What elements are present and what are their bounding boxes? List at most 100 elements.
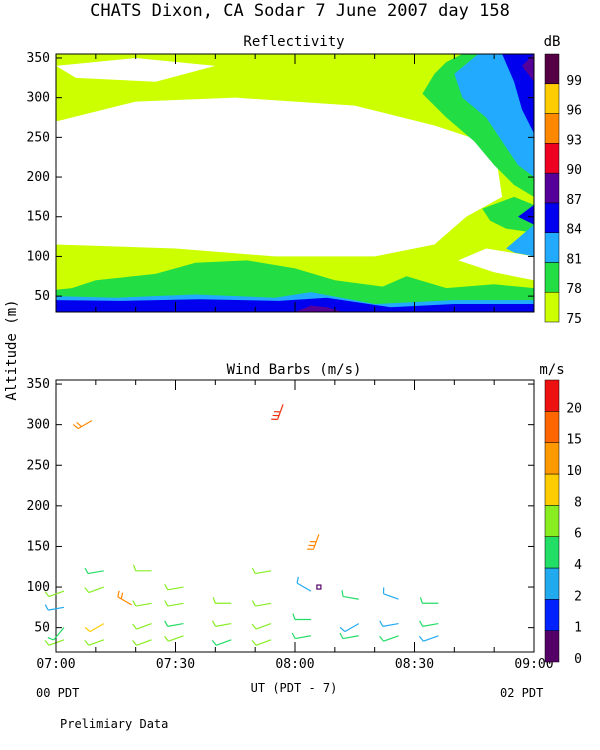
wind-colorbar: 0 1 2 4 6 8 10 15 20 (544, 379, 582, 667)
colorbar-swatch (544, 113, 560, 144)
figure-title: CHATS Dixon, CA Sodar 7 June 2007 day 15… (90, 1, 510, 21)
wind-frame (55, 379, 535, 653)
reflectivity-gap-region (56, 97, 503, 257)
y-tick-label: 150 (27, 210, 50, 225)
y-tick-label: 350 (27, 51, 50, 66)
reflectivity-y-ticks: 50 100 150 200 250 300 350 (27, 51, 534, 304)
colorbar-tick-label: 93 (566, 133, 582, 148)
y-tick-label: 300 (27, 91, 50, 106)
reflectivity-title: Reflectivity (243, 34, 344, 50)
wind-barb (271, 404, 284, 420)
reflectivity-level-78 (482, 196, 534, 233)
wind-barb (382, 587, 399, 600)
wind-barb (419, 597, 439, 604)
wind-barb (84, 623, 105, 633)
wind-x-ticks: 07:00 07:30 08:00 08:30 09:00 (36, 380, 554, 672)
wind-barb (296, 576, 312, 592)
colorbar-swatch (544, 83, 560, 114)
wind-barb (84, 639, 105, 646)
y-tick-label: 250 (27, 130, 50, 145)
y-tick-label: 300 (27, 418, 50, 433)
wind-barb (132, 639, 152, 646)
wind-barb (164, 583, 184, 591)
wind-barb (47, 627, 65, 641)
colorbar-swatch (544, 505, 560, 537)
wind-barb (164, 620, 184, 627)
wind-barb (211, 639, 232, 646)
wind-barb (379, 635, 399, 642)
reflectivity-x-ticks (55, 54, 535, 312)
colorbar-tick-label: 10 (566, 464, 582, 479)
footnote: Prelimiary Data (60, 717, 168, 731)
wind-barb (339, 623, 360, 633)
wind-barb (307, 534, 320, 550)
wind-barb (291, 632, 312, 640)
colorbar-tick-label: 15 (566, 433, 582, 448)
wind-colorbar-label: m/s (539, 362, 564, 378)
y-tick-label: 250 (27, 458, 50, 473)
y-tick-label: 150 (27, 539, 50, 554)
colorbar-swatch (544, 143, 560, 174)
y-tick-label: 350 (27, 377, 50, 392)
wind-barb (44, 590, 65, 598)
colorbar-tick-label: 87 (566, 193, 582, 208)
y-tick-label: 100 (27, 249, 50, 264)
x-axis-label: UT (PDT - 7) (251, 681, 338, 695)
colorbar-tick-label: 90 (566, 163, 582, 178)
colorbar-tick-label: 6 (574, 527, 582, 542)
colorbar-swatch (544, 473, 560, 506)
y-axis-label: Altitude (m) (4, 299, 20, 400)
reflectivity-colorbar-label: dB (544, 34, 561, 50)
reflectivity-level-81 (506, 224, 534, 257)
colorbar-swatch (544, 411, 560, 443)
colorbar-swatch (544, 536, 560, 569)
x-left-sublabel: 00 PDT (36, 686, 79, 700)
wind-barb (316, 584, 322, 590)
wind-barb (418, 635, 439, 642)
colorbar-tick-label: 4 (574, 558, 582, 573)
wind-barb (251, 567, 272, 575)
wind-barb (379, 620, 399, 627)
x-tick-label: 08:30 (395, 657, 434, 672)
wind-barb (212, 597, 232, 604)
x-tick-label: 08:00 (275, 657, 314, 672)
wind-barb (251, 600, 272, 607)
wind-barb (292, 613, 311, 621)
y-tick-label: 100 (27, 580, 50, 595)
wind-barb (44, 639, 65, 646)
colorbar-tick-label: 8 (574, 495, 582, 510)
wind-barbs (44, 404, 439, 646)
wind-barb (251, 639, 272, 646)
colorbar-swatch (544, 262, 560, 293)
reflectivity-colorbar: 75 78 81 84 87 90 93 96 99 (544, 53, 582, 327)
reflectivity-level-84 (502, 54, 534, 134)
wind-y-ticks: 50 100 150 200 250 300 350 (27, 377, 534, 636)
y-tick-label: 200 (27, 170, 50, 185)
colorbar-tick-label: 81 (566, 252, 582, 267)
colorbar-tick-label: 0 (574, 652, 582, 667)
wind-barb (211, 620, 232, 627)
wind-barb (341, 590, 359, 600)
x-tick-label: 07:00 (36, 657, 75, 672)
wind-barb (164, 600, 184, 607)
wind-barb (133, 564, 152, 572)
reflectivity-level-81 (454, 54, 534, 178)
colorbar-swatch (544, 291, 560, 323)
y-tick-label: 200 (27, 499, 50, 514)
colorbar-swatch (544, 172, 560, 204)
x-right-sublabel: 02 PDT (500, 686, 543, 700)
wind-barb (339, 632, 359, 640)
wind-barb (72, 420, 93, 430)
colorbar-tick-label: 75 (566, 312, 582, 327)
colorbar-tick-label: 99 (566, 74, 582, 89)
x-tick-label: 07:30 (156, 657, 195, 672)
wind-barb (84, 567, 104, 575)
colorbar-swatch (544, 599, 560, 631)
wind-barb (44, 604, 65, 611)
wind-title: Wind Barbs (m/s) (227, 362, 362, 378)
wind-barb (132, 623, 152, 630)
x-tick-label: 09:00 (514, 657, 553, 672)
colorbar-swatch (544, 379, 560, 412)
